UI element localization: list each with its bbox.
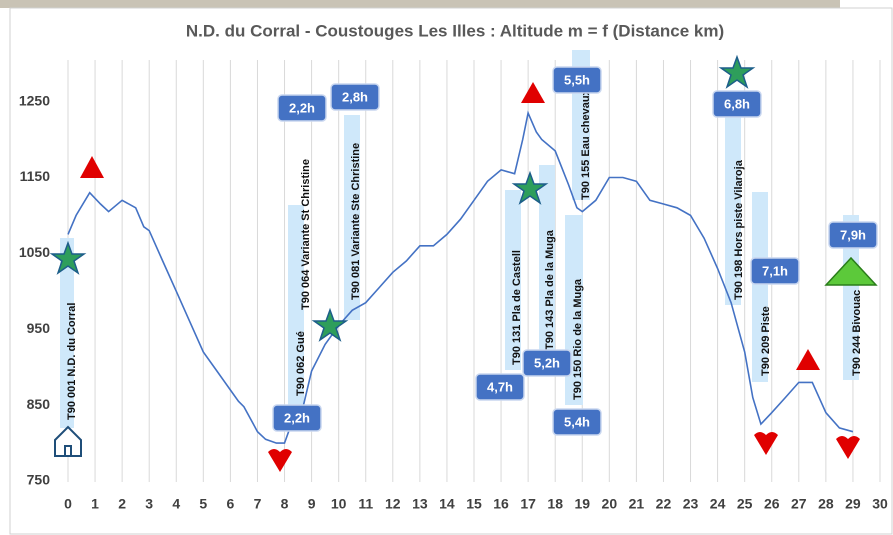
duration-label: 4,7h	[487, 379, 513, 394]
x-tick-label: 3	[145, 496, 153, 512]
waypoint-label: T90 155 Eau chevaux	[580, 88, 592, 200]
x-tick-label: 0	[64, 496, 72, 512]
x-tick-label: 22	[656, 496, 672, 512]
waypoint-label: T90 131 Pla de Castell	[511, 250, 523, 365]
x-tick-label: 1	[91, 496, 99, 512]
waypoint-label: T90 150 Rio de la Muga	[572, 278, 584, 400]
x-tick-label: 10	[331, 496, 347, 512]
x-tick-label: 5	[199, 496, 207, 512]
x-tick-label: 28	[818, 496, 834, 512]
duration-label: 7,9h	[840, 227, 866, 242]
x-tick-label: 27	[791, 496, 807, 512]
duration-label: 2,8h	[342, 89, 368, 104]
x-tick-label: 19	[574, 496, 590, 512]
waypoint-label: T90 001 N.D. du Corral	[66, 303, 78, 420]
x-tick-label: 25	[737, 496, 753, 512]
x-tick-label: 23	[683, 496, 699, 512]
x-tick-label: 14	[439, 496, 455, 512]
x-tick-label: 13	[412, 496, 428, 512]
duration-label: 7,1h	[762, 263, 788, 278]
x-tick-label: 29	[845, 496, 861, 512]
waypoint-label: T90 209 Piste	[760, 306, 772, 376]
x-tick-label: 30	[872, 496, 888, 512]
x-tick-label: 16	[493, 496, 509, 512]
waypoint-label: T90 081 Variante Ste Christine	[350, 143, 362, 300]
x-tick-label: 15	[466, 496, 482, 512]
map-strip	[0, 0, 840, 8]
y-tick-label: 850	[27, 396, 51, 412]
x-tick-label: 20	[602, 496, 618, 512]
chart-title: N.D. du Corral - Coustouges Les Illes : …	[186, 21, 724, 40]
x-tick-label: 2	[118, 496, 126, 512]
x-tick-label: 21	[629, 496, 645, 512]
waypoint-label: T90 198 Hors piste Vilaroja	[733, 159, 745, 300]
x-tick-label: 6	[227, 496, 235, 512]
duration-label: 5,2h	[534, 355, 560, 370]
x-tick-label: 18	[547, 496, 563, 512]
waypoint-label: T90 244 Bivouac	[851, 290, 863, 376]
x-tick-label: 4	[172, 496, 180, 512]
x-tick-label: 9	[308, 496, 316, 512]
x-tick-label: 24	[710, 496, 726, 512]
duration-label: 5,5h	[564, 72, 590, 87]
duration-label: 5,4h	[564, 414, 590, 429]
duration-label: 2,2h	[284, 410, 310, 425]
x-tick-label: 17	[520, 496, 536, 512]
x-tick-label: 26	[764, 496, 780, 512]
duration-label: 2,2h	[289, 100, 315, 115]
y-tick-label: 950	[27, 320, 51, 336]
y-tick-label: 750	[27, 472, 51, 488]
waypoint-label: T90 064 Variante St Christine	[300, 159, 312, 310]
x-tick-label: 11	[358, 496, 373, 512]
waypoint-label: T90 143 Pla de la Muga	[544, 229, 556, 350]
x-tick-label: 7	[254, 496, 262, 512]
y-tick-label: 1250	[19, 92, 50, 108]
duration-label: 6,8h	[724, 96, 750, 111]
x-tick-label: 8	[281, 496, 289, 512]
waypoint-label: T90 062 Gué	[295, 331, 307, 396]
chart: N.D. du Corral - Coustouges Les Illes : …	[0, 0, 893, 535]
y-tick-label: 1150	[20, 168, 51, 184]
y-tick-label: 1050	[19, 244, 50, 260]
x-tick-label: 12	[385, 496, 401, 512]
